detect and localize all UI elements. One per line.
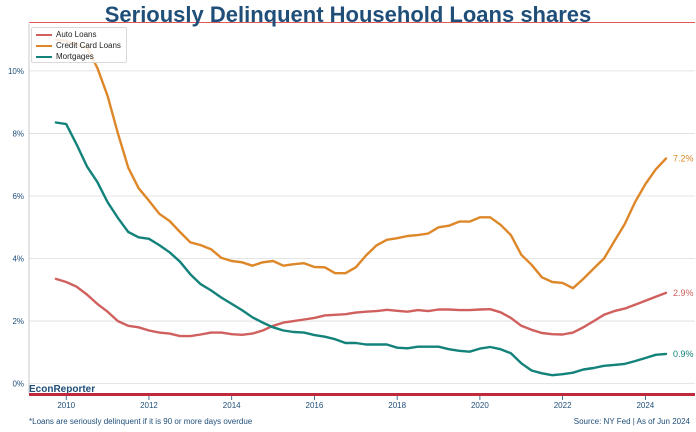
legend-swatch-mortgages (36, 55, 52, 58)
end-label-mortgages: 0.9% (673, 349, 694, 359)
x-tick-label: 2014 (223, 401, 241, 410)
y-tick-label: 6% (12, 192, 24, 201)
legend-item-credit-card-loans: Credit Card Loans (36, 40, 121, 51)
series-line-mortgages (54, 121, 668, 377)
x-tick-label: 2018 (388, 401, 406, 410)
legend-item-mortgages: Mortgages (36, 51, 94, 62)
source-note: Source: NY Fed | As of Jun 2024 (573, 417, 690, 426)
legend-item-auto-loans: Auto Loans (36, 29, 96, 40)
footnote: *Loans are seriously delinquent if it is… (29, 417, 253, 426)
end-label-credit-card-loans: 7.2% (673, 153, 694, 163)
axes: 0% 2% 4% 6% 8% 10% 2010 2012 2014 2016 2018 2020 202… (8, 24, 655, 410)
legend-label-auto-loans: Auto Loans (56, 30, 97, 39)
legend-label-mortgages: Mortgages (56, 52, 94, 61)
y-tick-label: 10% (8, 67, 24, 76)
end-label-auto-loans: 2.9% (673, 288, 694, 298)
x-tick-label: 2010 (57, 401, 75, 410)
grid-lines (29, 70, 695, 385)
end-labels: 2.9% 7.2% 0.9% (673, 153, 694, 358)
x-tick-label: 2022 (554, 401, 572, 410)
x-tick-label: 2024 (636, 401, 654, 410)
legend-label-credit-card-loans: Credit Card Loans (56, 41, 121, 50)
x-tick-label: 2016 (306, 401, 324, 410)
chart-legend: Auto Loans Credit Card Loans Mortgages (31, 27, 127, 63)
bottom-rule (29, 393, 695, 396)
series-lines (54, 38, 668, 377)
y-tick-label: 4% (12, 255, 24, 264)
series-line-auto-loans (54, 277, 668, 338)
legend-swatch-credit-card-loans (36, 44, 52, 47)
brand-logo-text: EconReporter (29, 384, 96, 395)
title-underline (29, 22, 695, 23)
legend-swatch-auto-loans (36, 33, 52, 36)
chart-title: Seriously Delinquent Household Loans sha… (104, 2, 592, 27)
x-tick-label: 2020 (471, 401, 489, 410)
y-tick-label: 0% (12, 380, 24, 389)
x-tick-label: 2012 (140, 401, 158, 410)
y-tick-label: 2% (12, 317, 24, 326)
y-tick-label: 8% (12, 129, 24, 138)
series-line-credit-card-loans (54, 38, 668, 290)
